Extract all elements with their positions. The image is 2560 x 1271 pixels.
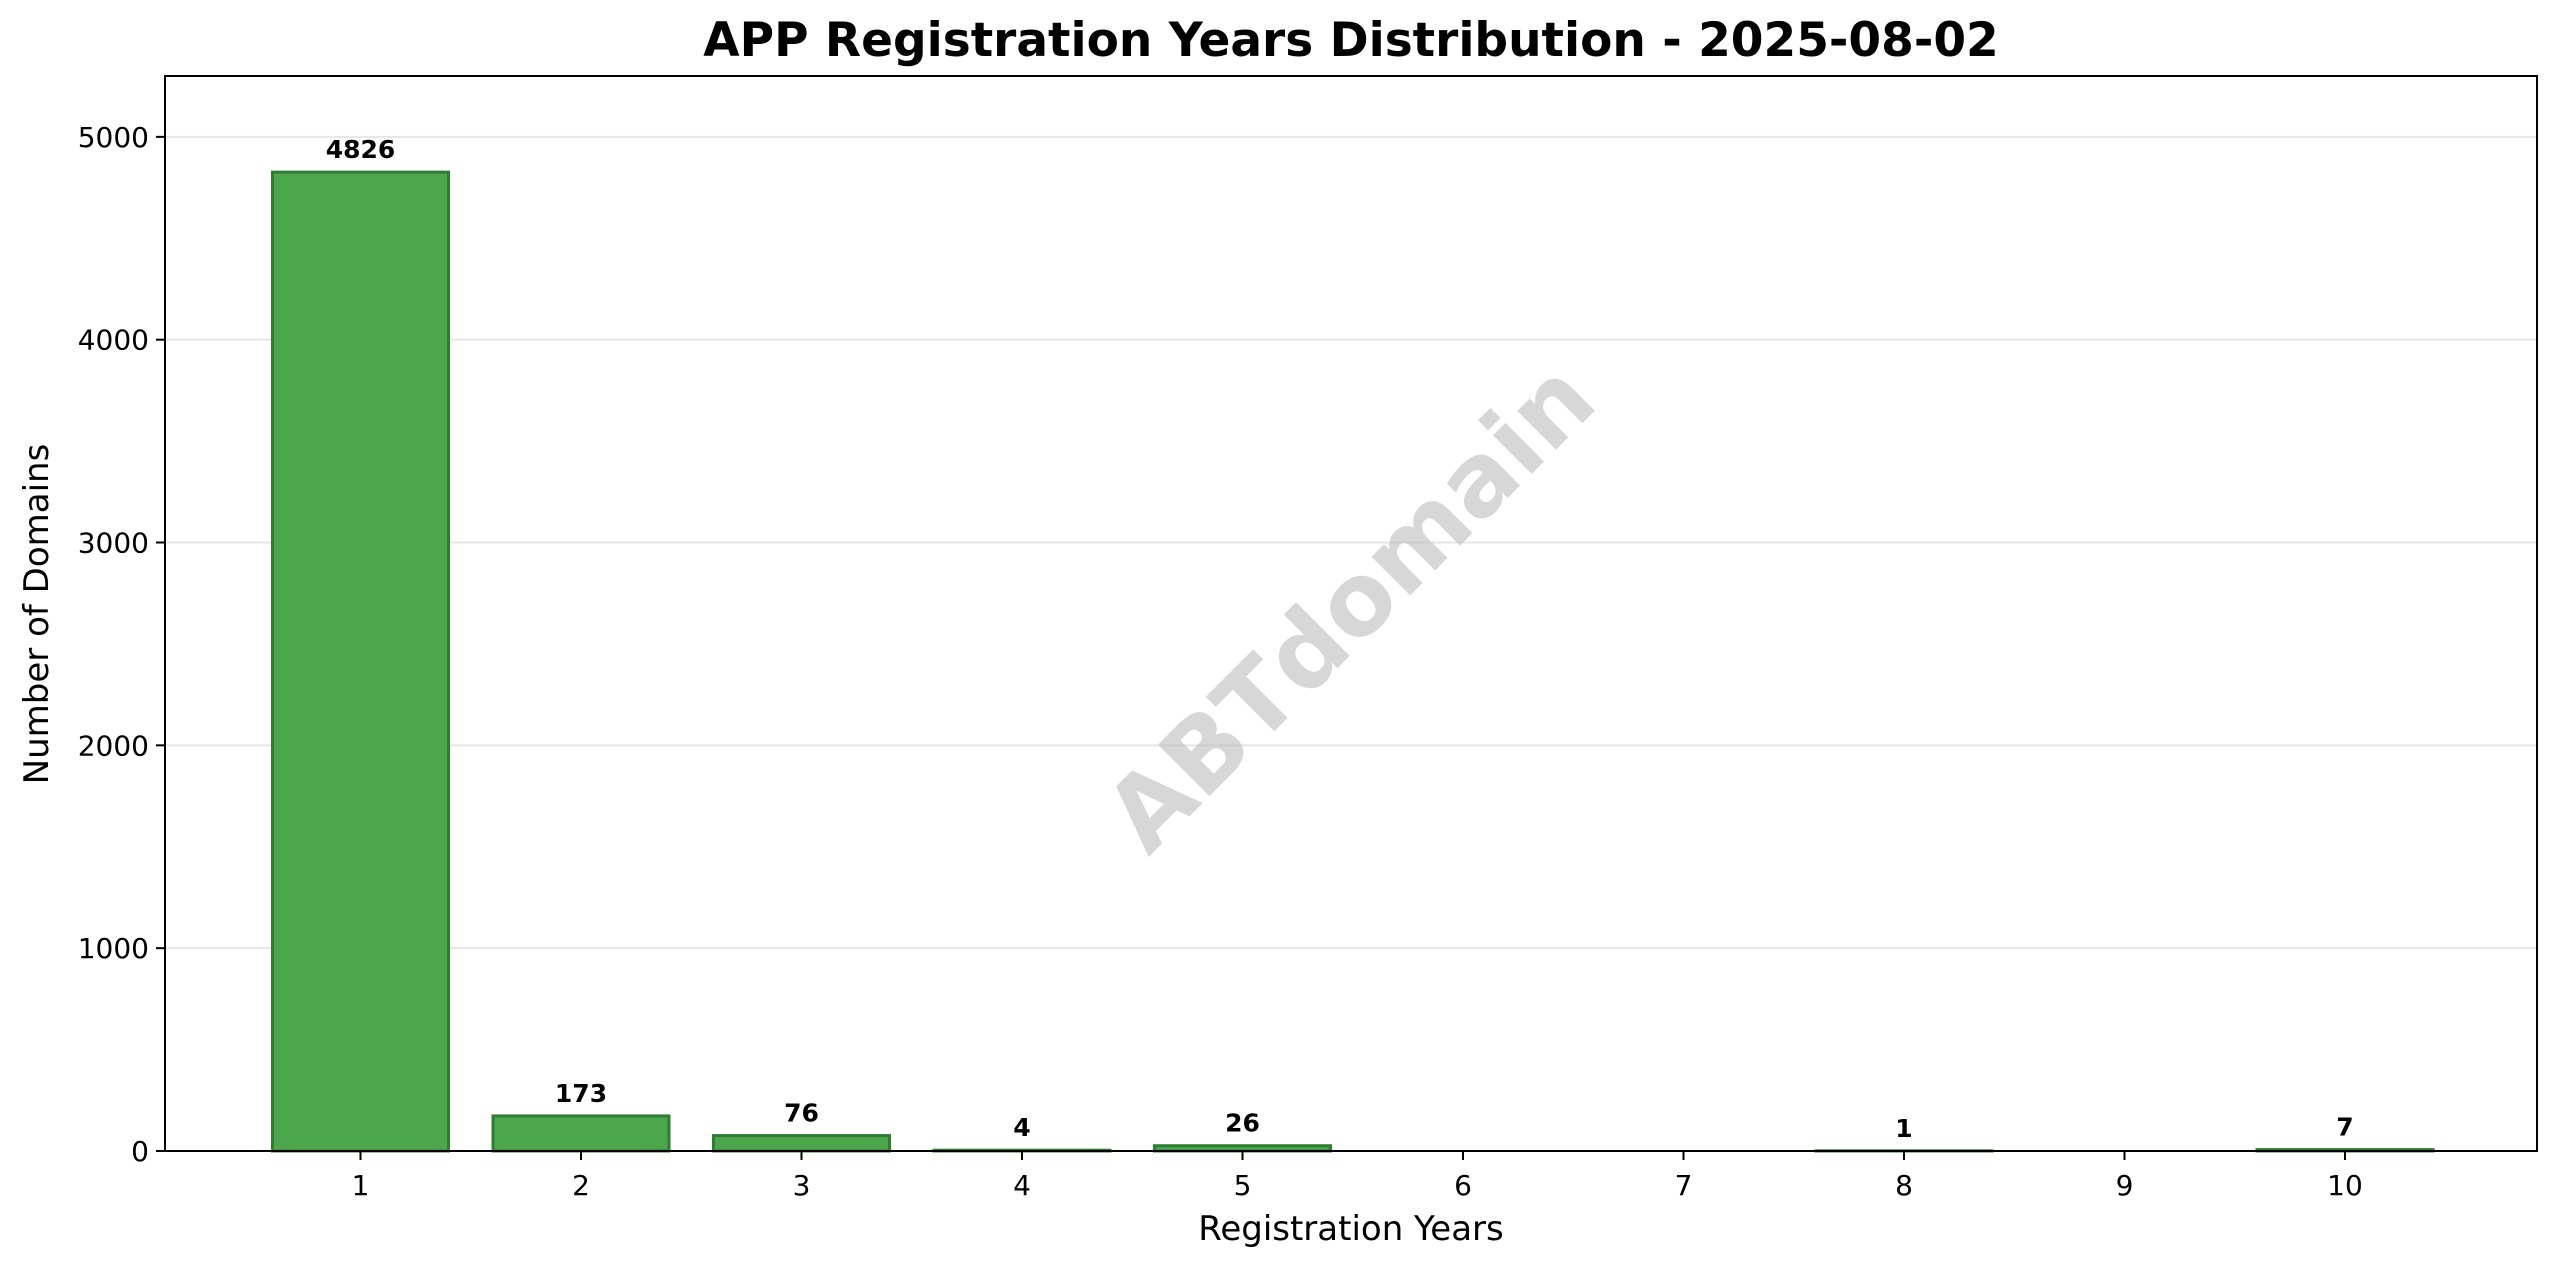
y-tick-label-5000: 5000	[78, 121, 149, 154]
y-tick-label-4000: 4000	[78, 324, 149, 357]
data-label-1: 4826	[326, 135, 396, 164]
bar-3	[712, 1134, 891, 1153]
data-label-3: 76	[784, 1099, 819, 1128]
y-tick-label-1000: 1000	[78, 932, 149, 965]
x-tick-label-9: 9	[2116, 1169, 2134, 1202]
x-tick-label-3: 3	[793, 1169, 811, 1202]
x-tick-label-5: 5	[1234, 1169, 1252, 1202]
data-label-5: 26	[1225, 1109, 1260, 1138]
x-axis-ticks: 1 2 3 4 5 6 7 8 9 10	[352, 1151, 2363, 1202]
x-tick-label-2: 2	[572, 1169, 590, 1202]
x-tick-label-4: 4	[1013, 1169, 1031, 1202]
chart-title: APP Registration Years Distribution - 20…	[703, 13, 1998, 68]
y-tick-label-0: 0	[131, 1135, 149, 1168]
y-axis-label: Number of Domains	[17, 444, 57, 785]
y-tick-label-2000: 2000	[78, 729, 149, 762]
bars	[271, 170, 2435, 1153]
y-tick-label-3000: 3000	[78, 527, 149, 560]
data-label-2: 173	[555, 1079, 607, 1108]
x-axis-label: Registration Years	[1198, 1209, 1504, 1249]
x-tick-label-6: 6	[1454, 1169, 1472, 1202]
bar-2	[491, 1114, 671, 1153]
y-axis-ticks: 0 1000 2000 3000 4000 5000	[78, 121, 165, 1168]
x-tick-label-8: 8	[1895, 1169, 1913, 1202]
plot-area-frame	[164, 75, 2538, 1152]
x-tick-label-10: 10	[2327, 1169, 2363, 1202]
bar-1	[271, 170, 450, 1153]
x-tick-label-7: 7	[1675, 1169, 1693, 1202]
data-label-8: 1	[1895, 1114, 1912, 1143]
data-label-4: 4	[1013, 1113, 1030, 1142]
data-labels: 4826 173 76 4 26 1 7	[326, 135, 2354, 1143]
data-label-10: 7	[2336, 1113, 2353, 1142]
x-tick-label-1: 1	[352, 1169, 370, 1202]
